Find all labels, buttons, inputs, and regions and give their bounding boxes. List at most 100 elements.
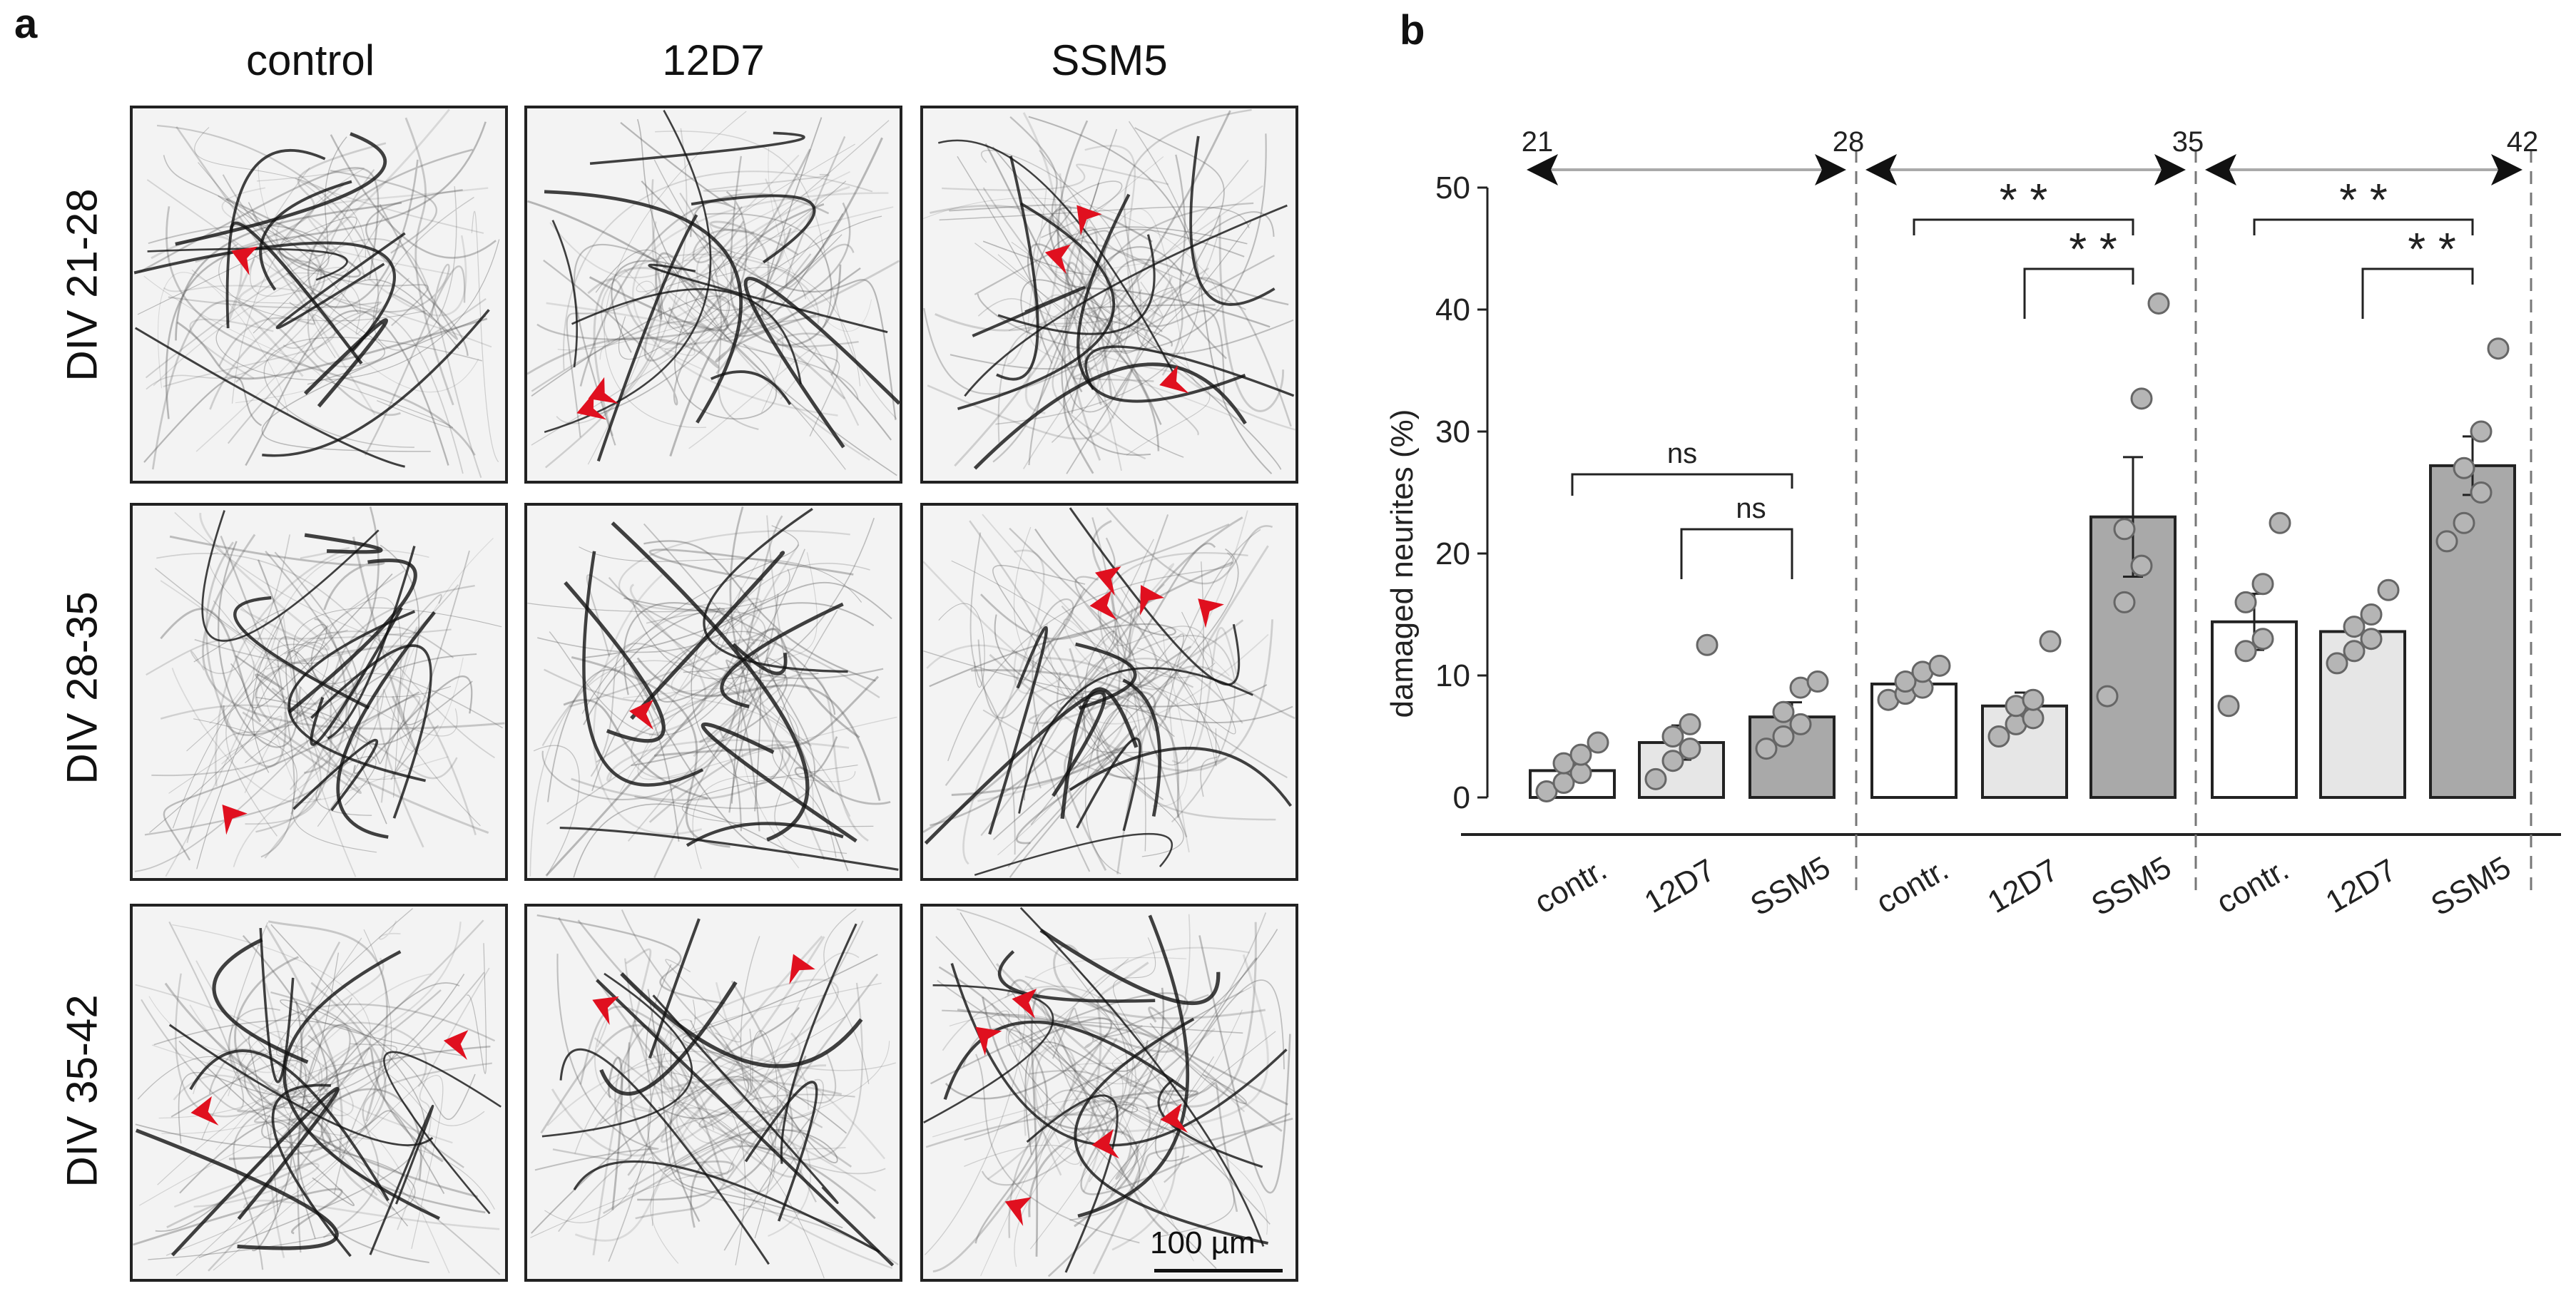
neurite [584,582,892,658]
neurite [265,924,396,1211]
neurite [738,616,825,860]
neurite [1112,208,1225,391]
neurite [992,548,1239,840]
neurite [679,193,759,430]
timeline-arrowhead-left [1865,154,1897,185]
y-tick-label: 20 [1435,536,1470,571]
micrograph-ssm5-div-35-42 [920,904,1298,1282]
data-point [1894,670,1917,693]
panel-a: a control 12D7 SSM5 DIV 21-28 DIV 28-35 … [14,1,1298,1282]
neurite [1052,267,1209,460]
neurite [531,230,830,446]
neurite [997,234,1156,335]
damage-arrowhead [1160,1103,1188,1133]
column-label-ssm5: SSM5 [1051,36,1168,84]
neurite [214,546,350,787]
neurite [729,506,891,805]
neurite [552,1024,646,1161]
damage-arrowhead [190,1096,219,1126]
neurite [682,171,894,262]
data-point [1679,738,1701,760]
neurite [1124,611,1236,735]
neurite [935,936,1271,1225]
neurite-texture [530,908,899,1279]
neurite [1064,1063,1268,1235]
neurite [138,167,380,278]
neurite [353,675,473,775]
panel-b-letter: b [1400,7,1425,53]
neurite [942,994,1209,1049]
neurite [620,122,735,238]
neurite [307,168,487,368]
neurite [1116,665,1295,874]
neurite [589,131,805,165]
neurite [949,204,1072,364]
neurite [271,1083,352,1257]
neurite [571,656,730,848]
neurite [225,148,326,329]
neurite [383,1051,502,1215]
neurite [1032,180,1123,303]
row-label-div-21-28: DIV 21-28 [58,188,106,382]
category-label: 12D7 [2320,852,2403,920]
neurite [669,1006,800,1223]
neurite [938,603,985,688]
neurite [218,243,427,322]
neurite [956,908,1129,1116]
neurite [699,681,765,832]
neurite [971,669,1180,818]
data-point [2435,530,2458,553]
neurite [592,948,652,1255]
neurite [269,957,385,1258]
neurite [708,544,800,636]
neurite [1052,1006,1179,1053]
data-point [1911,676,1934,699]
damage-arrowhead [1159,365,1189,394]
damage-arrowhead [231,246,258,275]
data-point [1911,660,1934,683]
neurite [293,607,502,698]
neurite [153,1019,476,1121]
neurite [932,1037,1118,1272]
micrograph-control-div-28-35 [130,503,508,881]
neurite [1084,145,1295,431]
neurite [980,1080,1194,1277]
neurite [620,972,863,1068]
neurite [1086,274,1164,402]
neurite [969,532,1016,855]
neurite [365,189,469,356]
neurite [1059,173,1116,394]
neurite [1091,520,1159,692]
data-point [2039,630,2062,653]
neurite [596,214,698,462]
neurite [199,512,330,651]
micrograph-ssm5-div-21-28 [920,106,1298,484]
neurite [632,1020,760,1193]
data-point [1569,743,1592,766]
neurite [686,822,844,847]
neurite [945,1017,1113,1100]
neurite [263,337,483,448]
neurite [195,142,387,263]
timeline-label: 28 [1833,126,1865,158]
neurite [290,695,421,790]
neurite [189,318,274,379]
data-point [2130,387,2153,410]
damage-arrowhead [222,804,248,835]
neurite [693,979,839,1071]
neurite [740,936,760,1093]
neurite [656,602,875,703]
neurite [282,937,495,1210]
neurite [1047,1117,1293,1277]
neurite [1127,912,1267,1087]
neurite [212,938,309,1064]
neurite [611,260,892,441]
category-label: 12D7 [1982,852,2065,920]
neurite [573,1160,880,1253]
neurite [1011,242,1211,456]
neurite [163,285,492,348]
neurite [608,964,672,1262]
neurite [655,1033,842,1096]
neurite [1084,345,1295,397]
neurite [995,922,1257,1108]
